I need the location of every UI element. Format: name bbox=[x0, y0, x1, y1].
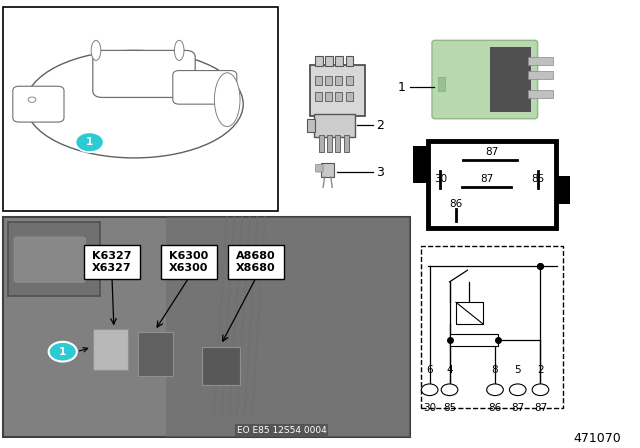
FancyBboxPatch shape bbox=[202, 347, 240, 385]
Bar bbox=[3, 7, 278, 211]
Text: EO E85 12S54 0004: EO E85 12S54 0004 bbox=[237, 426, 326, 435]
Bar bbox=[428, 141, 556, 228]
Bar bbox=[529, 90, 553, 98]
Text: 6: 6 bbox=[426, 366, 433, 375]
Text: 86: 86 bbox=[449, 199, 462, 209]
FancyBboxPatch shape bbox=[93, 329, 128, 370]
Text: 4: 4 bbox=[446, 366, 453, 375]
FancyBboxPatch shape bbox=[335, 92, 342, 101]
FancyBboxPatch shape bbox=[315, 76, 322, 85]
FancyBboxPatch shape bbox=[335, 76, 342, 85]
Text: 3: 3 bbox=[376, 166, 383, 179]
Text: 87: 87 bbox=[485, 146, 498, 157]
FancyBboxPatch shape bbox=[228, 245, 284, 279]
Text: 87: 87 bbox=[511, 403, 524, 413]
Circle shape bbox=[486, 384, 503, 396]
FancyBboxPatch shape bbox=[93, 50, 195, 97]
Bar bbox=[413, 146, 428, 183]
Text: 1: 1 bbox=[86, 137, 93, 147]
Text: A8680
X8680: A8680 X8680 bbox=[236, 251, 276, 273]
FancyBboxPatch shape bbox=[346, 76, 353, 85]
Circle shape bbox=[76, 132, 104, 152]
FancyBboxPatch shape bbox=[335, 56, 343, 66]
Text: 8: 8 bbox=[492, 366, 499, 375]
Circle shape bbox=[441, 384, 458, 396]
Text: 471070: 471070 bbox=[573, 431, 621, 445]
Bar bbox=[319, 135, 324, 152]
Text: 2: 2 bbox=[376, 119, 383, 132]
Bar bbox=[529, 56, 553, 65]
FancyBboxPatch shape bbox=[310, 65, 365, 116]
Bar bbox=[456, 302, 483, 324]
FancyBboxPatch shape bbox=[346, 56, 353, 66]
FancyBboxPatch shape bbox=[314, 114, 355, 137]
FancyBboxPatch shape bbox=[325, 76, 332, 85]
Text: K6327
X6327: K6327 X6327 bbox=[92, 251, 132, 273]
Circle shape bbox=[49, 342, 77, 362]
FancyBboxPatch shape bbox=[307, 119, 315, 132]
FancyBboxPatch shape bbox=[325, 92, 332, 101]
FancyBboxPatch shape bbox=[321, 163, 334, 177]
FancyBboxPatch shape bbox=[173, 70, 237, 104]
Ellipse shape bbox=[214, 73, 240, 126]
Ellipse shape bbox=[92, 40, 101, 60]
FancyBboxPatch shape bbox=[346, 92, 353, 101]
FancyBboxPatch shape bbox=[315, 92, 322, 101]
Bar bbox=[449, 334, 498, 346]
Text: K6300
X6300: K6300 X6300 bbox=[169, 251, 209, 273]
FancyBboxPatch shape bbox=[315, 56, 323, 66]
Text: 85: 85 bbox=[443, 403, 456, 413]
FancyBboxPatch shape bbox=[14, 237, 85, 282]
Bar bbox=[327, 135, 332, 152]
Text: 1: 1 bbox=[397, 81, 405, 94]
Circle shape bbox=[28, 97, 36, 102]
FancyBboxPatch shape bbox=[490, 47, 531, 112]
Text: 85: 85 bbox=[531, 174, 544, 184]
Ellipse shape bbox=[26, 50, 243, 158]
FancyBboxPatch shape bbox=[161, 245, 217, 279]
Text: 86: 86 bbox=[488, 403, 502, 413]
Bar bbox=[529, 71, 553, 79]
FancyBboxPatch shape bbox=[325, 56, 333, 66]
Bar bbox=[335, 135, 340, 152]
Text: 5: 5 bbox=[515, 366, 521, 375]
FancyBboxPatch shape bbox=[438, 77, 445, 90]
Bar bbox=[3, 217, 410, 437]
Circle shape bbox=[509, 384, 526, 396]
FancyBboxPatch shape bbox=[138, 332, 173, 376]
FancyBboxPatch shape bbox=[316, 164, 323, 172]
Text: 87: 87 bbox=[534, 403, 547, 413]
Circle shape bbox=[532, 384, 548, 396]
Text: 30: 30 bbox=[423, 403, 436, 413]
FancyBboxPatch shape bbox=[84, 245, 140, 279]
Bar bbox=[166, 217, 410, 437]
Bar bbox=[344, 135, 349, 152]
Circle shape bbox=[421, 384, 438, 396]
Ellipse shape bbox=[174, 40, 184, 60]
Text: 87: 87 bbox=[480, 174, 493, 184]
FancyBboxPatch shape bbox=[432, 40, 538, 119]
FancyBboxPatch shape bbox=[13, 86, 64, 122]
Bar bbox=[556, 176, 570, 204]
Text: 30: 30 bbox=[434, 174, 447, 184]
Bar bbox=[8, 222, 100, 296]
Text: 1: 1 bbox=[59, 347, 67, 357]
Text: 2: 2 bbox=[537, 366, 544, 375]
Bar bbox=[421, 246, 563, 408]
